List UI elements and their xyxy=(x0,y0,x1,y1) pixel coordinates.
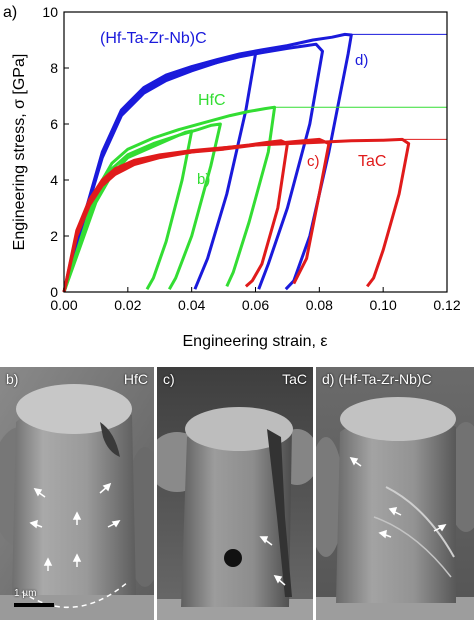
x-tick-label: 0.12 xyxy=(433,297,460,313)
sem-panel-tac: c) TaC xyxy=(157,367,313,620)
series-line-hfc-5 xyxy=(62,129,194,293)
stress-strain-chart: a) 0.00 0.02 0.04 0.06 0.08 0.10 0.12 0 2 4 6 8 10 E… xyxy=(3,4,461,350)
y-tick-label: 2 xyxy=(50,228,58,244)
x-tick-label: 0.00 xyxy=(50,297,77,313)
sem-panel-hfc: b) HfC 1 µm xyxy=(0,367,154,620)
series-line-hec-0 xyxy=(62,32,353,293)
x-tick-label: 0.02 xyxy=(114,297,141,313)
panel-material-hfc: HfC xyxy=(123,371,148,387)
x-tick-label: 0.08 xyxy=(306,297,333,313)
annotation-hfc: HfC xyxy=(198,92,226,109)
annotation-d: d) xyxy=(355,52,368,69)
panel-label-c: c) xyxy=(163,371,175,387)
figure-label: a) xyxy=(3,4,17,21)
y-tick-label: 10 xyxy=(42,4,58,20)
y-tick-label: 4 xyxy=(50,172,58,188)
scale-bar xyxy=(14,603,54,607)
sem-image-tac xyxy=(157,367,313,620)
x-tick-label: 0.06 xyxy=(242,297,269,313)
x-tick-label: 0.04 xyxy=(178,297,205,313)
sem-image-hec xyxy=(316,367,474,620)
series-line-tac-6 xyxy=(62,137,411,293)
sem-image-hfc xyxy=(0,367,154,620)
x-axis-label: Engineering strain, ε xyxy=(183,333,328,350)
panel-label-b: b) xyxy=(6,371,19,387)
annotation-hec: (Hf-Ta-Zr-Nb)C xyxy=(100,30,207,47)
annotation-tac: TaC xyxy=(358,153,386,170)
series-line-hec-2 xyxy=(62,51,257,293)
y-tick-label: 0 xyxy=(50,284,58,300)
y-tick-label: 6 xyxy=(50,116,58,132)
sem-panel-hec: d) (Hf-Ta-Zr-Nb)C xyxy=(316,367,474,620)
y-tick-label: 8 xyxy=(50,60,58,76)
panel-material-tac: TaC xyxy=(282,371,307,387)
annotation-c: c) xyxy=(307,153,320,170)
series-line-tac-8 xyxy=(62,137,331,293)
panel-label-d: d) (Hf-Ta-Zr-Nb)C xyxy=(322,371,432,387)
scale-bar-label: 1 µm xyxy=(14,588,37,599)
x-tick-label: 0.10 xyxy=(370,297,397,313)
y-axis-label: Engineering stress, σ [GPa] xyxy=(11,54,28,251)
annotation-b: b) xyxy=(197,171,210,188)
